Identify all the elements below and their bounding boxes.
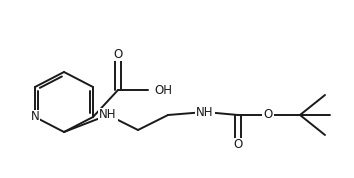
Text: O: O <box>233 138 242 151</box>
Text: O: O <box>263 109 273 122</box>
Text: OH: OH <box>154 83 172 96</box>
Text: O: O <box>113 48 122 61</box>
Text: NH: NH <box>196 106 214 119</box>
Text: N: N <box>31 111 39 124</box>
Text: NH: NH <box>99 109 117 122</box>
